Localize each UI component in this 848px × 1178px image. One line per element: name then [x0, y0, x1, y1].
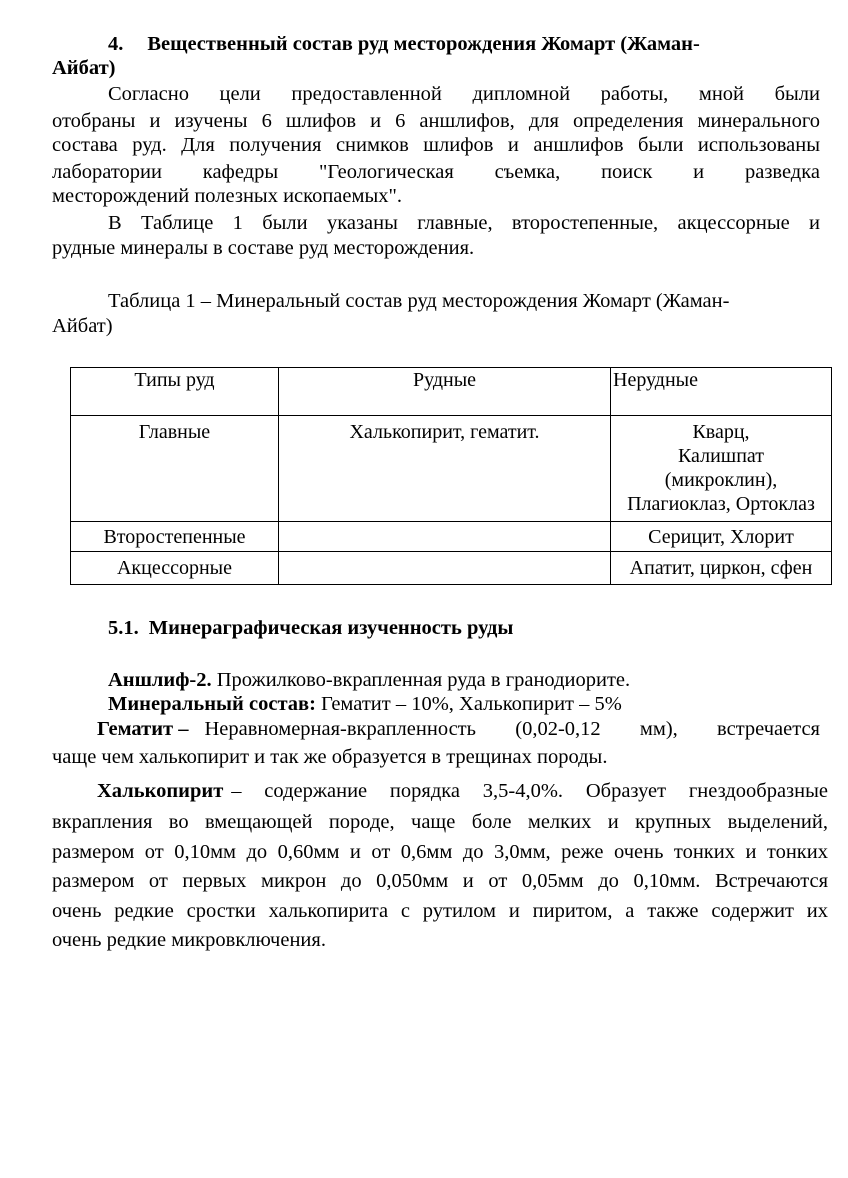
composition-text: Гематит – 10%, Халькопирит – 5% — [315, 693, 622, 715]
paragraph-line: размером от первых микрон до 0,050мм и о… — [52, 870, 828, 892]
mineral: (микроклин), — [664, 469, 778, 491]
cell-nonore: Кварц, Калишпат (микроклин), Плагиоклаз,… — [610, 415, 832, 522]
paragraph-line: очень редкие сростки халькопирита с рути… — [52, 900, 828, 922]
chalcopyrite-line: Халькопирит – содержание порядка 3,5-4,0%… — [97, 779, 828, 803]
section-heading-5-1: 5.1. Минераграфическая изученность руды — [108, 616, 513, 640]
paragraph-line: отобраны и изучены 6 шлифов и 6 аншлифов… — [52, 110, 820, 132]
heading-number: 4. — [108, 33, 124, 55]
cell-type: Акцессорные — [70, 551, 279, 585]
mineral: Кварц, — [692, 421, 750, 443]
paragraph-line: чаще чем халькопирит и так же образуется… — [52, 746, 608, 768]
section-heading-4: 4. Вещественный состав руд месторождения … — [108, 32, 700, 56]
hematite-line: Гематит – Неравномерная-вкрапленность (0,… — [97, 717, 820, 741]
mineral: Плагиоклаз, Ортоклаз — [627, 493, 815, 515]
anshlif-label: Аншлиф-2. — [108, 669, 212, 691]
heading-text: Минераграфическая изученность руды — [148, 617, 514, 639]
paragraph-line: В Таблице 1 были указаны главные, второс… — [108, 212, 820, 234]
table-caption: Таблица 1 – Минеральный состав руд место… — [108, 290, 730, 312]
heading-continuation: Айбат) — [52, 57, 116, 79]
paragraph-line: размером от 0,10мм до 0,60мм и от 0,6мм … — [52, 841, 828, 863]
cell-ore — [278, 551, 611, 585]
hematite-label: Гематит – — [97, 718, 189, 740]
table-row: Акцессорные Апатит, циркон, сфен — [70, 551, 832, 585]
header-cell: Рудные — [278, 367, 611, 416]
heading-number: 5.1. — [108, 617, 139, 639]
anshlif-line: Аншлиф-2. Прожилково-вкрапленная руда в … — [108, 668, 630, 692]
cell-type: Главные — [70, 415, 279, 522]
cell-nonore: Апатит, циркон, сфен — [610, 551, 832, 585]
chalcopyrite-text: – содержание порядка 3,5-4,0%. Образует … — [231, 780, 828, 802]
table-row: Второстепенные Серицит, Хлорит — [70, 521, 832, 552]
mineral: Калишпат — [677, 445, 764, 467]
paragraph-line: месторождений полезных ископаемых". — [52, 185, 402, 207]
table-row: Главные Халькопирит, гематит. Кварц, Кал… — [70, 415, 832, 522]
header-cell: Нерудные — [610, 367, 832, 416]
paragraph-line: лаборатории кафедры "Геологическая съемк… — [52, 161, 820, 183]
paragraph-line: состава руд. Для получения снимков шлифо… — [52, 134, 820, 156]
cell-type: Второстепенные — [70, 521, 279, 552]
composition-label: Минеральный состав: — [108, 693, 316, 715]
cell-nonore: Серицит, Хлорит — [610, 521, 832, 552]
anshlif-text: Прожилково-вкрапленная руда в гранодиори… — [211, 669, 631, 691]
cell-ore: Халькопирит, гематит. — [278, 415, 611, 522]
paragraph-line: рудные минералы в составе руд месторожде… — [52, 237, 475, 259]
paragraph-line: вкрапления во вмещающей породе, чаще бол… — [52, 811, 828, 833]
paragraph-line: Согласно цели предоставленной дипломной … — [108, 83, 820, 105]
table-caption-cont: Айбат) — [52, 315, 113, 337]
heading-text: Вещественный состав руд месторождения Жо… — [147, 33, 700, 55]
paragraph-line: очень редкие микровключения. — [52, 929, 326, 951]
mineral-table: Типы руд Рудные Нерудные Главные Халькоп… — [70, 367, 832, 585]
cell-ore — [278, 521, 611, 552]
chalcopyrite-label: Халькопирит — [97, 780, 224, 802]
composition-line: Минеральный состав: Гематит – 10%, Хальк… — [108, 692, 622, 716]
header-cell: Типы руд — [70, 367, 279, 416]
hematite-text: Неравномерная-вкрапленность (0,02-0,12 м… — [204, 718, 820, 740]
table-header-row: Типы руд Рудные Нерудные — [70, 367, 832, 416]
